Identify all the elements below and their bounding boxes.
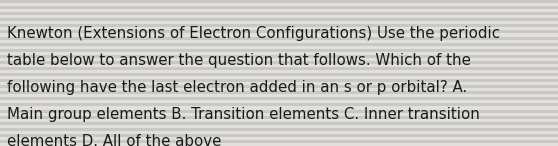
Bar <box>0 6 558 9</box>
Bar <box>0 128 558 131</box>
Bar <box>0 140 558 143</box>
Bar <box>0 43 558 46</box>
Bar <box>0 52 558 55</box>
Bar <box>0 79 558 82</box>
Bar <box>0 110 558 113</box>
Bar <box>0 73 558 76</box>
Bar <box>0 49 558 52</box>
Bar <box>0 40 558 43</box>
Bar <box>0 88 558 91</box>
Bar <box>0 122 558 125</box>
Bar <box>0 15 558 18</box>
Text: elements D. All of the above: elements D. All of the above <box>7 134 222 146</box>
Bar <box>0 103 558 106</box>
Bar <box>0 131 558 134</box>
Bar <box>0 46 558 49</box>
Bar <box>0 18 558 21</box>
Bar <box>0 21 558 24</box>
Bar <box>0 9 558 12</box>
Bar <box>0 12 558 15</box>
Bar <box>0 24 558 27</box>
Bar <box>0 106 558 110</box>
Text: Knewton (Extensions of Electron Configurations) Use the periodic: Knewton (Extensions of Electron Configur… <box>7 26 501 41</box>
Text: Main group elements B. Transition elements C. Inner transition: Main group elements B. Transition elemen… <box>7 107 480 122</box>
Bar <box>0 113 558 116</box>
Bar <box>0 0 558 3</box>
Bar <box>0 55 558 58</box>
Bar <box>0 27 558 30</box>
Bar <box>0 143 558 146</box>
Bar <box>0 97 558 100</box>
Bar <box>0 125 558 128</box>
Bar <box>0 64 558 67</box>
Bar <box>0 134 558 137</box>
Bar <box>0 137 558 140</box>
Bar <box>0 61 558 64</box>
Bar <box>0 100 558 103</box>
Bar <box>0 70 558 73</box>
Bar <box>0 116 558 119</box>
Bar <box>0 58 558 61</box>
Text: table below to answer the question that follows. Which of the: table below to answer the question that … <box>7 53 471 68</box>
Bar <box>0 76 558 79</box>
Bar <box>0 67 558 70</box>
Bar <box>0 94 558 97</box>
Bar <box>0 91 558 94</box>
Bar <box>0 119 558 122</box>
Bar <box>0 85 558 88</box>
Bar <box>0 82 558 85</box>
Text: following have the last electron added in an s or p orbital? A.: following have the last electron added i… <box>7 80 468 95</box>
Bar <box>0 3 558 6</box>
Bar <box>0 33 558 36</box>
Bar <box>0 36 558 40</box>
Bar <box>0 30 558 33</box>
